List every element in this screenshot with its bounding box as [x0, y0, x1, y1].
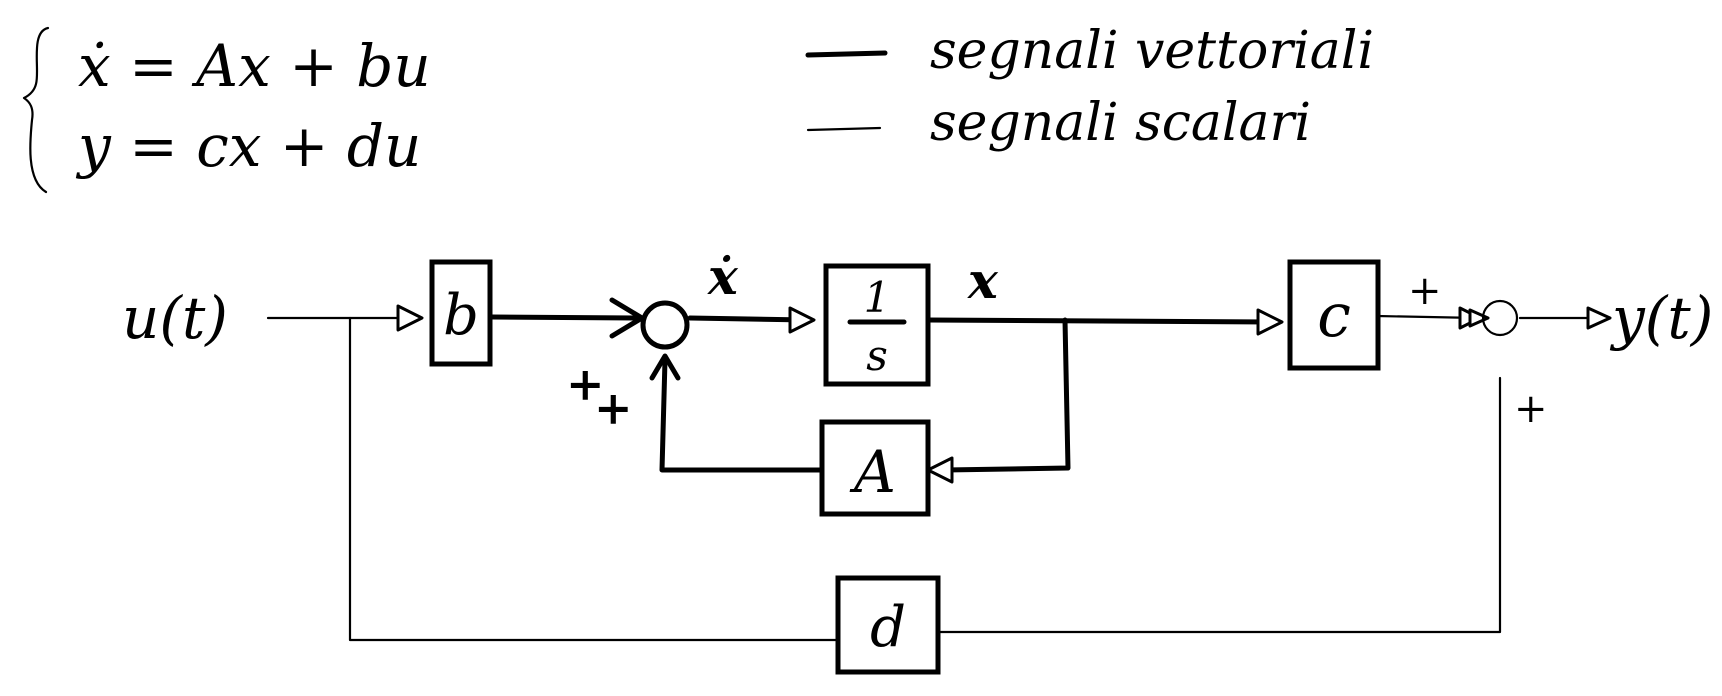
integrator-denominator: s	[866, 331, 888, 380]
legend-scalar-signals-label: segnali scalari	[930, 93, 1311, 153]
wire-A-to-sum1	[659, 357, 823, 473]
output-equation: y = cx + du	[75, 112, 421, 180]
arrowhead-into-sum1-bottom	[649, 353, 681, 381]
input-label: u(t)	[122, 284, 228, 352]
block-b: b	[429, 259, 493, 367]
summing-junction-state	[640, 300, 690, 350]
wire-d-to-sum2	[936, 376, 1502, 634]
arrowhead-into-A	[926, 456, 954, 484]
wire-integrator-to-c	[925, 317, 1273, 325]
block-c: c	[1287, 259, 1381, 371]
legend-thin-line-sample	[806, 126, 882, 132]
block-b-label: b	[443, 283, 479, 348]
block-A-label: A	[849, 438, 896, 506]
block-integrator: 1 s	[823, 263, 931, 387]
sum1-sign-top: +	[566, 357, 605, 411]
state-equation: ẋ = Ax + bu	[78, 32, 431, 100]
curly-brace	[22, 26, 50, 194]
block-A: A	[819, 419, 931, 517]
arrowhead-into-c	[1256, 308, 1284, 336]
output-label: y(t)	[1609, 284, 1713, 352]
sum2-sign-bottom: +	[1514, 386, 1548, 432]
wire-x-to-A	[942, 317, 1071, 473]
block-c-label: c	[1317, 281, 1351, 351]
equation-system: ẋ = Ax + bu y = cx + du	[22, 26, 431, 194]
legend-vector-signals-label: segnali vettoriali	[930, 21, 1374, 81]
block-d-label: d	[870, 595, 906, 660]
wire-b-to-sum1	[489, 314, 643, 321]
legend-thick-line-sample	[805, 50, 888, 58]
integrator-numerator: 1	[864, 273, 891, 322]
arrowhead-into-integrator	[788, 306, 816, 334]
legend: segnali vettoriali segnali scalari	[805, 21, 1374, 153]
arrowhead-into-b	[396, 304, 424, 332]
sum1-sign-bottom: +	[594, 381, 633, 435]
arrowhead-into-sum2-left-2	[1468, 308, 1490, 328]
block-d: d	[835, 575, 941, 675]
wire-sum1-to-integrator	[687, 315, 811, 323]
summing-junction-output	[1481, 299, 1519, 337]
sum2-sign-left: +	[1408, 268, 1442, 314]
xdot-label: ẋ	[707, 247, 739, 306]
wires	[266, 314, 1602, 642]
arrowhead-output	[1586, 306, 1612, 330]
x-label: x	[967, 251, 999, 310]
wire-input-to-d	[348, 316, 840, 642]
